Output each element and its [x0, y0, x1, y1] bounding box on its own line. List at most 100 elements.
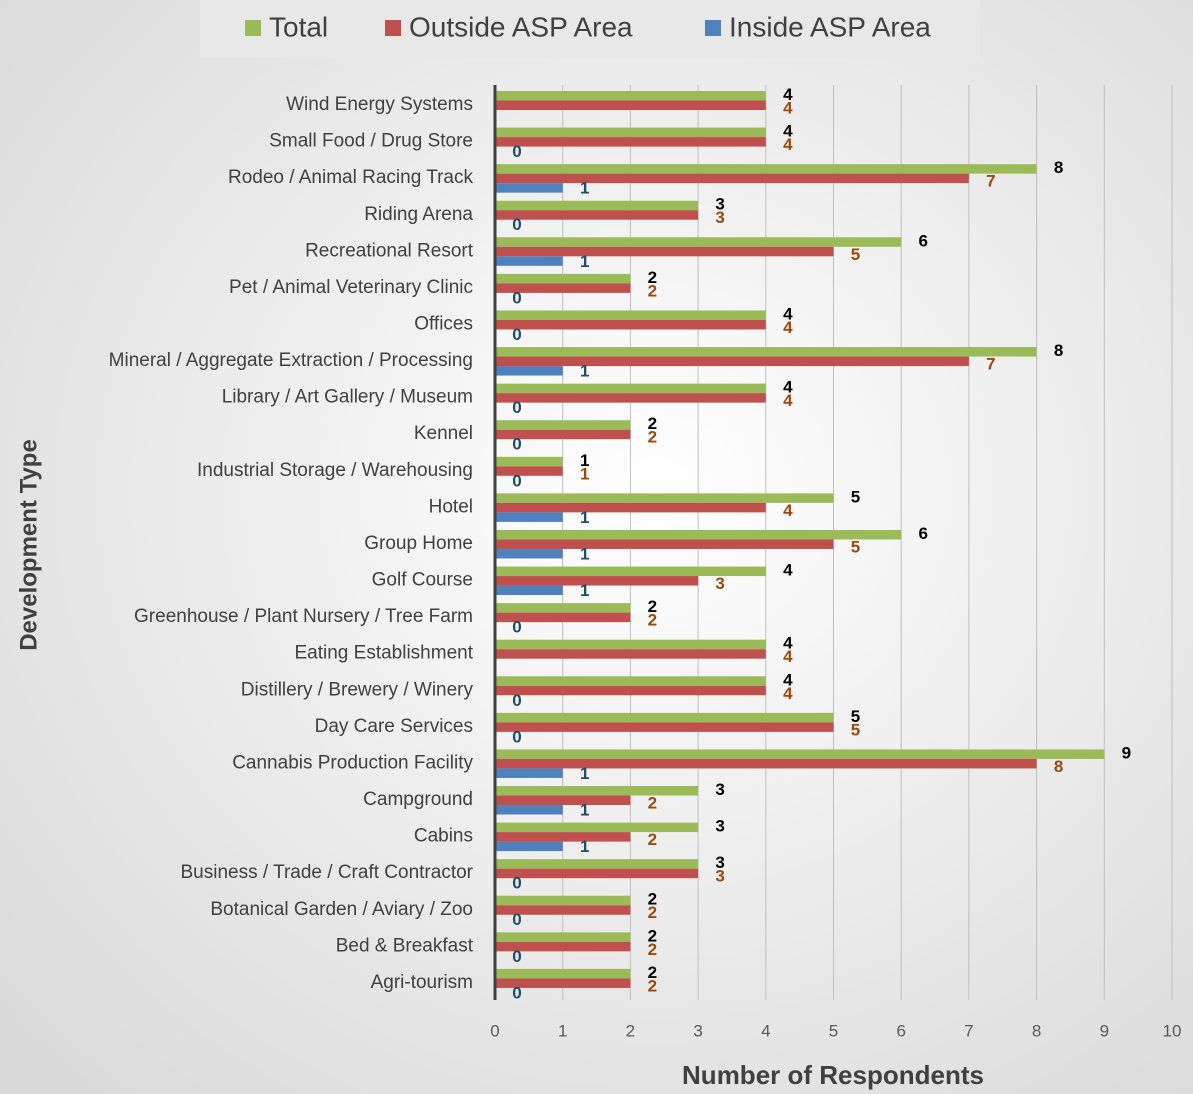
legend-box [200, 0, 980, 58]
bar [495, 91, 766, 101]
x-tick-label: 6 [896, 1021, 905, 1040]
y-tick-label: Hotel [429, 496, 473, 517]
bar [495, 576, 699, 586]
bar [495, 868, 699, 879]
bar [495, 539, 834, 549]
bar [495, 566, 766, 577]
data-label: 9 [1122, 743, 1131, 762]
bar [495, 127, 766, 138]
data-label: 0 [512, 142, 521, 161]
data-label: 1 [580, 764, 589, 783]
data-label: 0 [512, 910, 521, 929]
data-label: 4 [783, 647, 793, 666]
y-tick-label: Campground [363, 789, 473, 810]
y-tick-label: Botanical Garden / Aviary / Zoo [210, 899, 473, 920]
legend-swatch [245, 20, 261, 36]
bar [495, 859, 699, 869]
bar [495, 712, 834, 723]
bar [495, 895, 631, 906]
bar [495, 246, 834, 257]
bar [495, 603, 631, 613]
data-label: 0 [512, 691, 521, 710]
bar [495, 173, 969, 184]
x-tick-label: 3 [693, 1021, 702, 1040]
bar [495, 273, 631, 284]
bar [495, 905, 631, 915]
bar [495, 137, 766, 147]
legend-swatch [705, 20, 721, 36]
data-label: 5 [851, 537, 860, 556]
data-label: 1 [580, 252, 589, 271]
bar [495, 941, 631, 952]
y-tick-label: Riding Arena [364, 204, 473, 225]
x-tick-label: 5 [829, 1021, 838, 1040]
data-label: 0 [512, 215, 521, 234]
data-label: 6 [918, 231, 927, 250]
y-tick-label: Library / Art Gallery / Museum [222, 387, 473, 408]
x-tick-label: 8 [1032, 1021, 1041, 1040]
bar [495, 100, 766, 110]
bar [495, 722, 834, 732]
y-tick-label: Business / Trade / Craft Contractor [180, 862, 473, 883]
data-label: 4 [783, 304, 793, 323]
data-label: 0 [512, 288, 521, 307]
bar [495, 841, 563, 852]
legend-label: Inside ASP Area [729, 11, 931, 42]
x-axis-title: Number of Respondents [682, 1060, 984, 1090]
bar [495, 310, 766, 320]
data-label: 5 [851, 707, 860, 726]
data-label: 1 [580, 179, 589, 198]
bar [495, 283, 631, 293]
bar [495, 210, 699, 220]
bar [495, 466, 563, 476]
data-label: 3 [715, 780, 724, 799]
y-tick-label: Offices [414, 313, 473, 334]
data-label: 6 [918, 524, 927, 543]
x-tick-label: 2 [626, 1021, 635, 1040]
bar [495, 493, 834, 503]
bar [495, 805, 563, 815]
data-label: 0 [512, 398, 521, 417]
data-label: 0 [512, 471, 521, 490]
data-label: 4 [783, 501, 793, 520]
bar [495, 164, 1037, 174]
bar [495, 512, 563, 522]
bar [495, 183, 563, 193]
legend-swatch [385, 20, 401, 36]
y-tick-label: Group Home [364, 533, 473, 554]
y-axis-title: Development Type [15, 439, 42, 651]
data-label: 4 [783, 670, 793, 689]
bar [495, 548, 563, 559]
bar [495, 978, 631, 988]
bar [495, 420, 631, 430]
bar [495, 786, 699, 796]
data-label: 2 [648, 903, 657, 922]
y-tick-label: Rodeo / Animal Racing Track [228, 167, 474, 188]
bar [495, 200, 699, 211]
data-label: 4 [783, 378, 793, 397]
data-label: 3 [715, 195, 724, 214]
bar [495, 612, 631, 623]
data-label: 3 [715, 867, 724, 886]
bar [495, 393, 766, 403]
bar [495, 832, 631, 842]
data-label: 5 [851, 487, 860, 506]
data-label: 5 [851, 720, 860, 739]
data-label: 3 [715, 853, 724, 872]
data-label: 2 [648, 268, 657, 287]
data-label: 4 [783, 684, 793, 703]
legend-label: Total [269, 11, 328, 42]
data-label: 0 [512, 874, 521, 893]
y-tick-label: Agri-tourism [371, 972, 473, 993]
data-label: 0 [512, 325, 521, 344]
data-label: 4 [783, 98, 793, 117]
x-tick-label: 4 [761, 1021, 770, 1040]
data-label: 2 [648, 830, 657, 849]
data-label: 1 [580, 508, 589, 527]
bar [495, 676, 766, 686]
data-label: 2 [648, 414, 657, 433]
data-label: 5 [851, 245, 860, 264]
data-label: 1 [580, 464, 589, 483]
x-tick-label: 7 [964, 1021, 973, 1040]
